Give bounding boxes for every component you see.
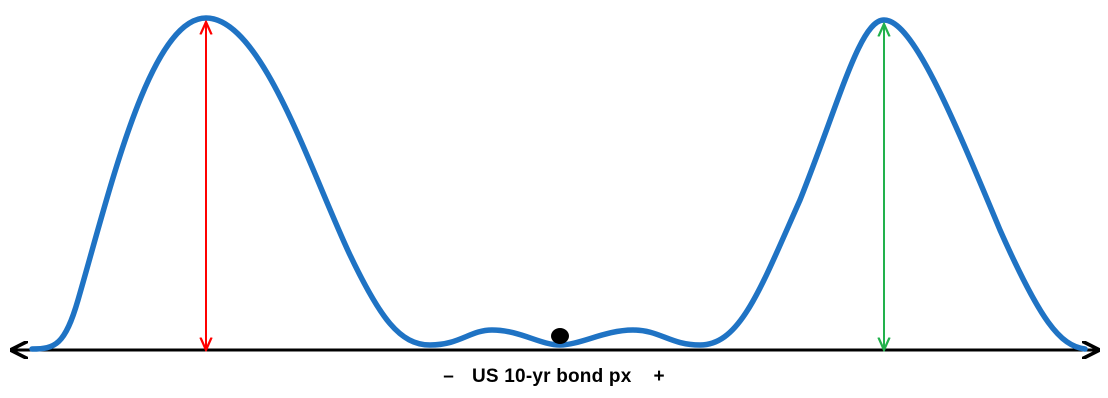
minus-sign: – [443,366,455,387]
plus-sign: + [653,366,665,387]
probability-curve [29,15,1088,352]
current-price-marker [551,328,569,344]
axis-title: US 10-yr bond px [472,366,632,387]
axis-label: – US 10-yr bond px + [0,366,1108,392]
